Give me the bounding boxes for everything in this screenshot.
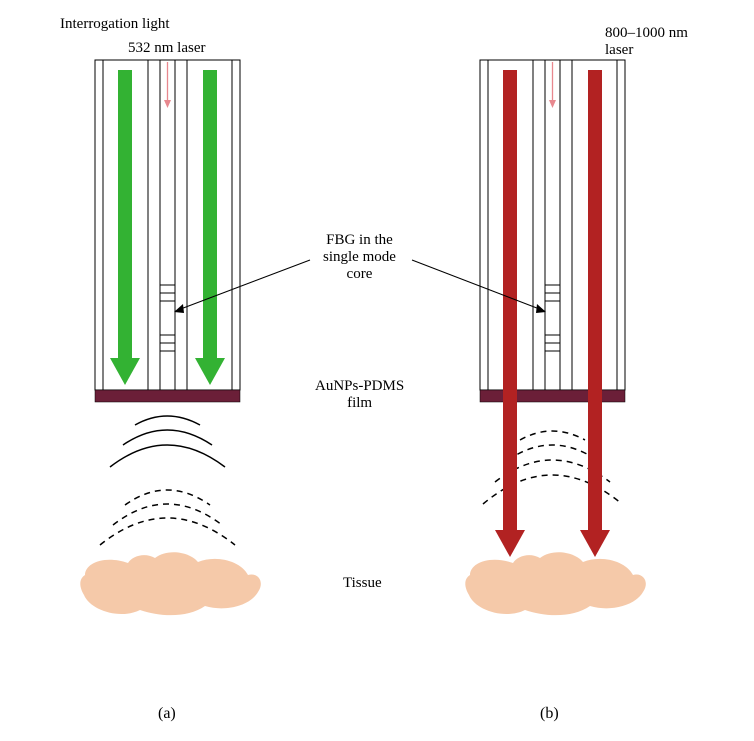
red-arrow-right-b <box>580 70 610 557</box>
film-label: AuNPs-PDMS film <box>315 378 404 412</box>
fiber-clad2-b <box>533 60 572 390</box>
fiber-outline-b <box>480 60 625 390</box>
fbg-label: FBG in the single mode core <box>323 232 396 283</box>
green-arrow-left-a <box>110 70 140 385</box>
fbg-lines-a <box>160 285 175 351</box>
red-arrow-left-b <box>495 70 525 557</box>
waves-a <box>100 416 235 545</box>
fbg-lines-b <box>545 285 560 351</box>
fbg-pointer-b <box>412 260 546 313</box>
tissue-b <box>465 552 646 615</box>
tissue-a <box>80 552 261 615</box>
green-arrow-right-a <box>195 70 225 385</box>
laser-b-label: 800–1000 nm laser <box>605 25 688 59</box>
fiber-core-a <box>160 60 175 390</box>
film-b <box>480 390 625 402</box>
fbg-pointer-a <box>174 260 310 313</box>
laser-a-label: 532 nm laser <box>128 40 205 57</box>
panel-a-label: (a) <box>158 705 176 723</box>
fiber-clad2-a <box>148 60 187 390</box>
fiber-core-b <box>545 60 560 390</box>
fiber-outline-a <box>95 60 240 390</box>
film-a <box>95 390 240 402</box>
diagram-svg <box>0 0 754 741</box>
pink-arrow-b <box>549 62 556 108</box>
tissue-label: Tissue <box>343 575 382 592</box>
panel-b-label: (b) <box>540 705 559 723</box>
pink-arrow-a <box>164 62 171 108</box>
interrogation-light-label: Interrogation light <box>60 16 170 33</box>
